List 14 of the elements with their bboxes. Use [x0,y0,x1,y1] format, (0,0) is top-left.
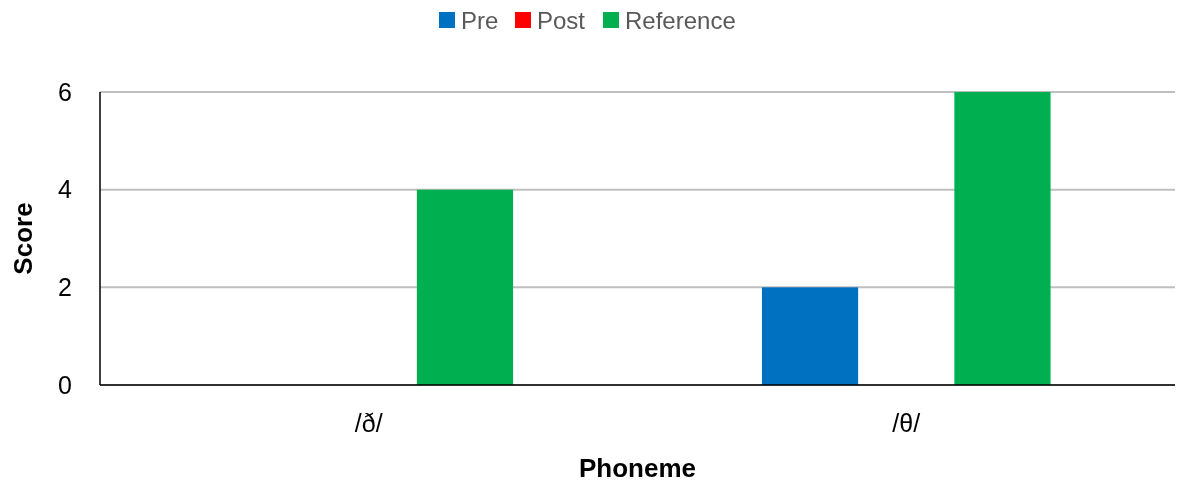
y-tick-label: 4 [58,175,73,204]
bar [954,92,1051,385]
y-tick-label: 2 [58,273,72,302]
x-tick-label: /θ/ [892,409,921,437]
x-tick-label: /ð/ [354,409,383,437]
legend-label: Pre [461,7,499,35]
y-tick-label: 0 [58,370,72,399]
bar [416,189,514,385]
x-axis-title: Phoneme [578,453,697,483]
legend-label: Reference [625,7,736,35]
legend-label: Post [537,7,586,35]
bar [761,287,859,385]
y-axis-title: Score [8,202,38,275]
y-tick-label: 6 [58,77,72,106]
